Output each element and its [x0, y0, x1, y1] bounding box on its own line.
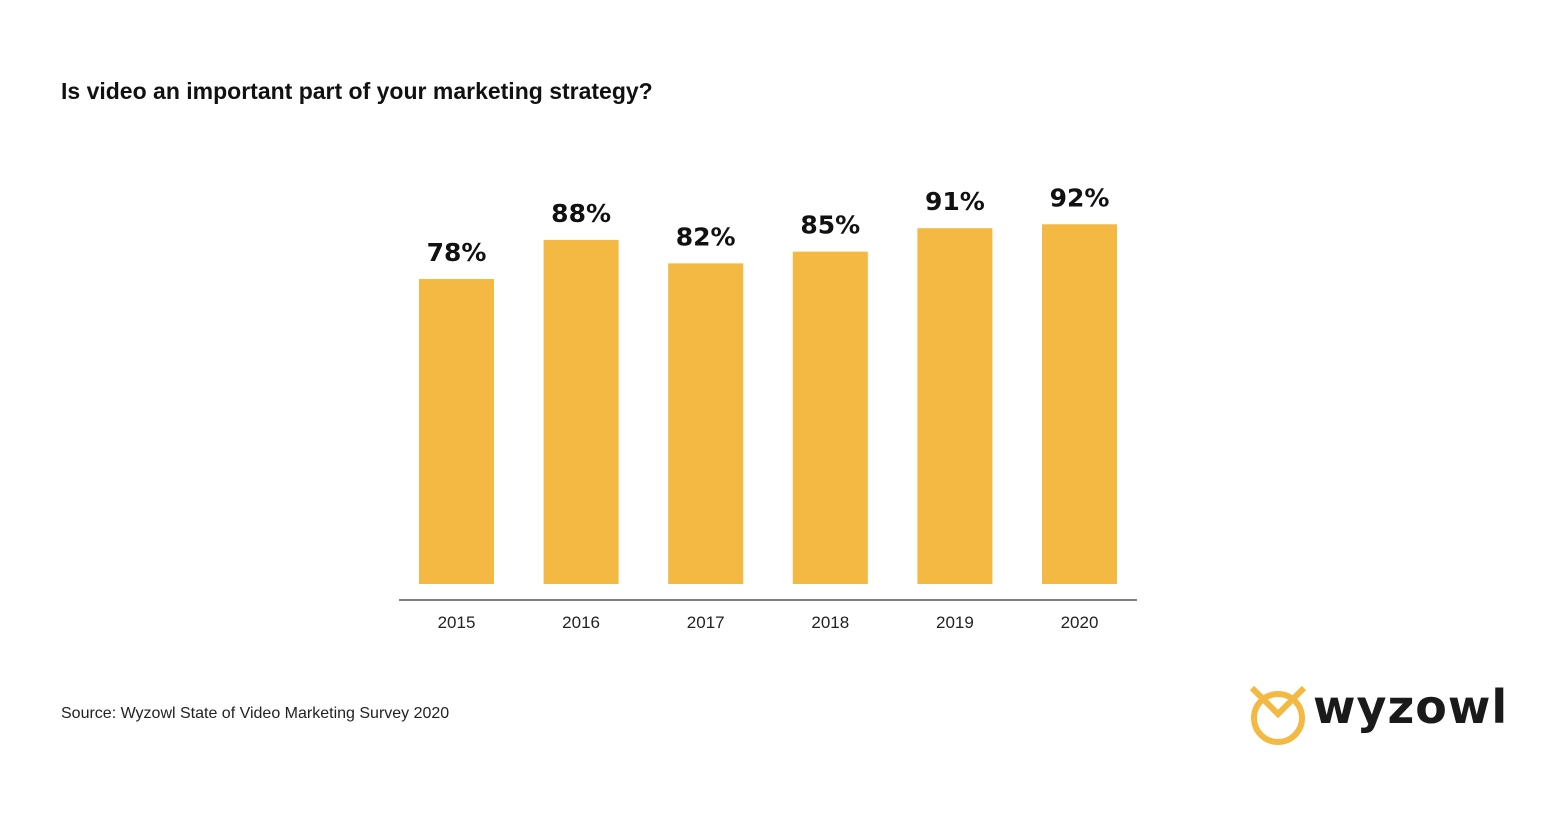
bar-2015	[419, 279, 494, 584]
source-note: Source: Wyzowl State of Video Marketing …	[61, 705, 450, 722]
data-label: 91%	[925, 187, 985, 216]
logo-wordmark: wyzowl	[1313, 680, 1509, 734]
x-tick-label: 2018	[811, 613, 849, 632]
x-tick-label: 2015	[438, 613, 476, 632]
x-tick-label: 2016	[562, 613, 600, 632]
bar-2020	[1042, 224, 1117, 584]
chart-title: Is video an important part of your marke…	[61, 78, 653, 104]
data-label: 78%	[427, 238, 487, 267]
x-tick-label: 2020	[1061, 613, 1099, 632]
wyzowl-logo-icon	[1249, 685, 1307, 745]
data-label: 85%	[800, 211, 860, 240]
x-tick-label: 2017	[687, 613, 725, 632]
data-label: 88%	[551, 199, 611, 228]
bar-2019	[917, 228, 993, 584]
data-label: 82%	[676, 222, 736, 251]
bar-2018	[792, 251, 868, 584]
x-tick-label: 2019	[936, 613, 974, 632]
data-label: 92%	[1050, 183, 1110, 212]
bar-2016	[543, 239, 619, 585]
bar-2017	[668, 263, 744, 584]
